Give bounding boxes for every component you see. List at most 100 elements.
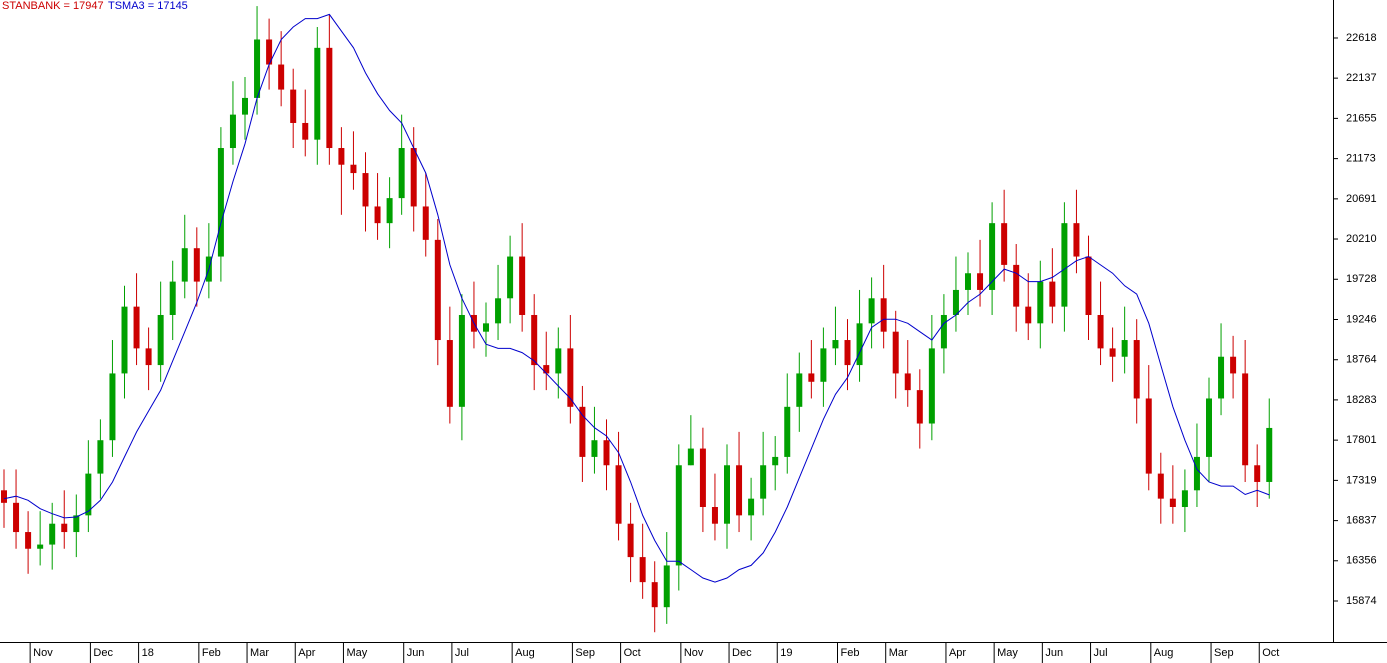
y-tick-label: 15874 — [1346, 595, 1377, 607]
candle-body — [1073, 223, 1080, 257]
candle-body — [651, 582, 658, 608]
y-tick-label: 21655 — [1346, 112, 1377, 124]
x-tick-label: Nov — [684, 647, 704, 659]
x-tick-label: Mar — [889, 647, 908, 659]
candle-body — [1001, 223, 1008, 265]
candle-body — [266, 39, 273, 65]
candle-body — [61, 523, 68, 533]
candle-body — [844, 340, 851, 366]
candle-body — [1169, 498, 1176, 508]
y-tick-label: 20691 — [1346, 193, 1377, 205]
candle-body — [398, 148, 405, 199]
candle-body — [229, 114, 236, 149]
candle-body — [711, 507, 718, 524]
candle-body — [965, 273, 971, 290]
candle-body — [868, 298, 875, 324]
y-tick-label: 21173 — [1346, 153, 1376, 165]
candle-body — [217, 148, 224, 257]
candle-body — [567, 348, 574, 407]
candle-body — [1097, 314, 1104, 349]
y-tick-label: 16356 — [1346, 555, 1377, 567]
candle-body — [748, 498, 755, 516]
y-tick-label: 19728 — [1346, 273, 1377, 285]
candle-body — [314, 47, 321, 140]
x-tick-label: Dec — [732, 647, 752, 659]
candle-body — [326, 47, 333, 149]
candle-body — [1049, 281, 1056, 307]
candle-body — [1193, 456, 1200, 491]
candle-body — [1, 490, 7, 503]
y-tick-label: 16837 — [1346, 515, 1377, 527]
y-tick-label: 20210 — [1346, 233, 1377, 245]
candle-body — [507, 256, 514, 299]
candle-body — [1085, 256, 1092, 315]
y-tick-label: 19246 — [1346, 313, 1377, 325]
candle-body — [1181, 490, 1188, 508]
x-tick-label: Dec — [93, 647, 113, 659]
candle-body — [1109, 348, 1116, 357]
candle-body — [73, 515, 80, 533]
candle-body — [663, 565, 670, 608]
candle-body — [760, 465, 767, 499]
candle-body — [495, 298, 502, 324]
candle-body — [736, 465, 743, 516]
x-tick-label: Jun — [407, 647, 425, 659]
x-tick-label: Apr — [298, 647, 315, 659]
candle-body — [904, 373, 911, 391]
x-tick-label: Oct — [1262, 647, 1279, 659]
candle-body — [543, 365, 550, 374]
candle-body — [121, 306, 128, 374]
candle-body — [1133, 340, 1140, 399]
x-tick-label: Jul — [455, 647, 469, 659]
candle-body — [434, 239, 441, 341]
candle-body — [37, 544, 44, 549]
candle-body — [109, 373, 116, 441]
legend-entry: TSMA3 = 17145 — [108, 0, 188, 12]
candle-body — [627, 523, 634, 558]
candle-body — [928, 348, 935, 424]
x-tick-label: 19 — [780, 647, 792, 659]
candle-body — [1061, 223, 1068, 307]
candle-body — [808, 373, 815, 382]
candle-body — [880, 298, 887, 332]
candle-body — [820, 348, 827, 382]
candle-body — [1145, 398, 1152, 474]
candle-body — [1218, 356, 1225, 399]
candle-body — [1230, 356, 1237, 374]
candle-body — [386, 198, 393, 224]
candle-body — [483, 323, 489, 332]
y-tick-label: 18283 — [1346, 394, 1377, 406]
candle-body — [892, 331, 899, 374]
legend-entry: STANBANK = 17947 — [2, 0, 104, 12]
candle-body — [302, 122, 309, 140]
x-tick-label: Jul — [1094, 647, 1108, 659]
x-tick-label: Feb — [841, 647, 860, 659]
candle-body — [85, 473, 92, 516]
candle-body — [1206, 398, 1212, 457]
candle-body — [1157, 473, 1164, 499]
candle-body — [1037, 281, 1044, 324]
candle-body — [832, 340, 839, 349]
candle-body — [519, 256, 526, 315]
candle-body — [374, 206, 381, 224]
candle-body — [555, 348, 562, 374]
x-tick-label: Jun — [1045, 647, 1063, 659]
x-tick-label: Sep — [575, 647, 595, 659]
candle-body — [1121, 340, 1128, 357]
candle-body — [25, 532, 32, 549]
candle-body — [916, 390, 923, 424]
candle-body — [133, 306, 140, 349]
candle-body — [796, 373, 803, 407]
candle-body — [446, 340, 453, 407]
candle-body — [784, 406, 791, 457]
candle-body — [699, 448, 706, 508]
candle-body — [13, 502, 20, 533]
candle-body — [169, 281, 176, 315]
candle-body — [254, 39, 261, 98]
candle-body — [97, 440, 104, 474]
candle-body — [145, 348, 152, 366]
x-tick-label: Aug — [1154, 647, 1174, 659]
